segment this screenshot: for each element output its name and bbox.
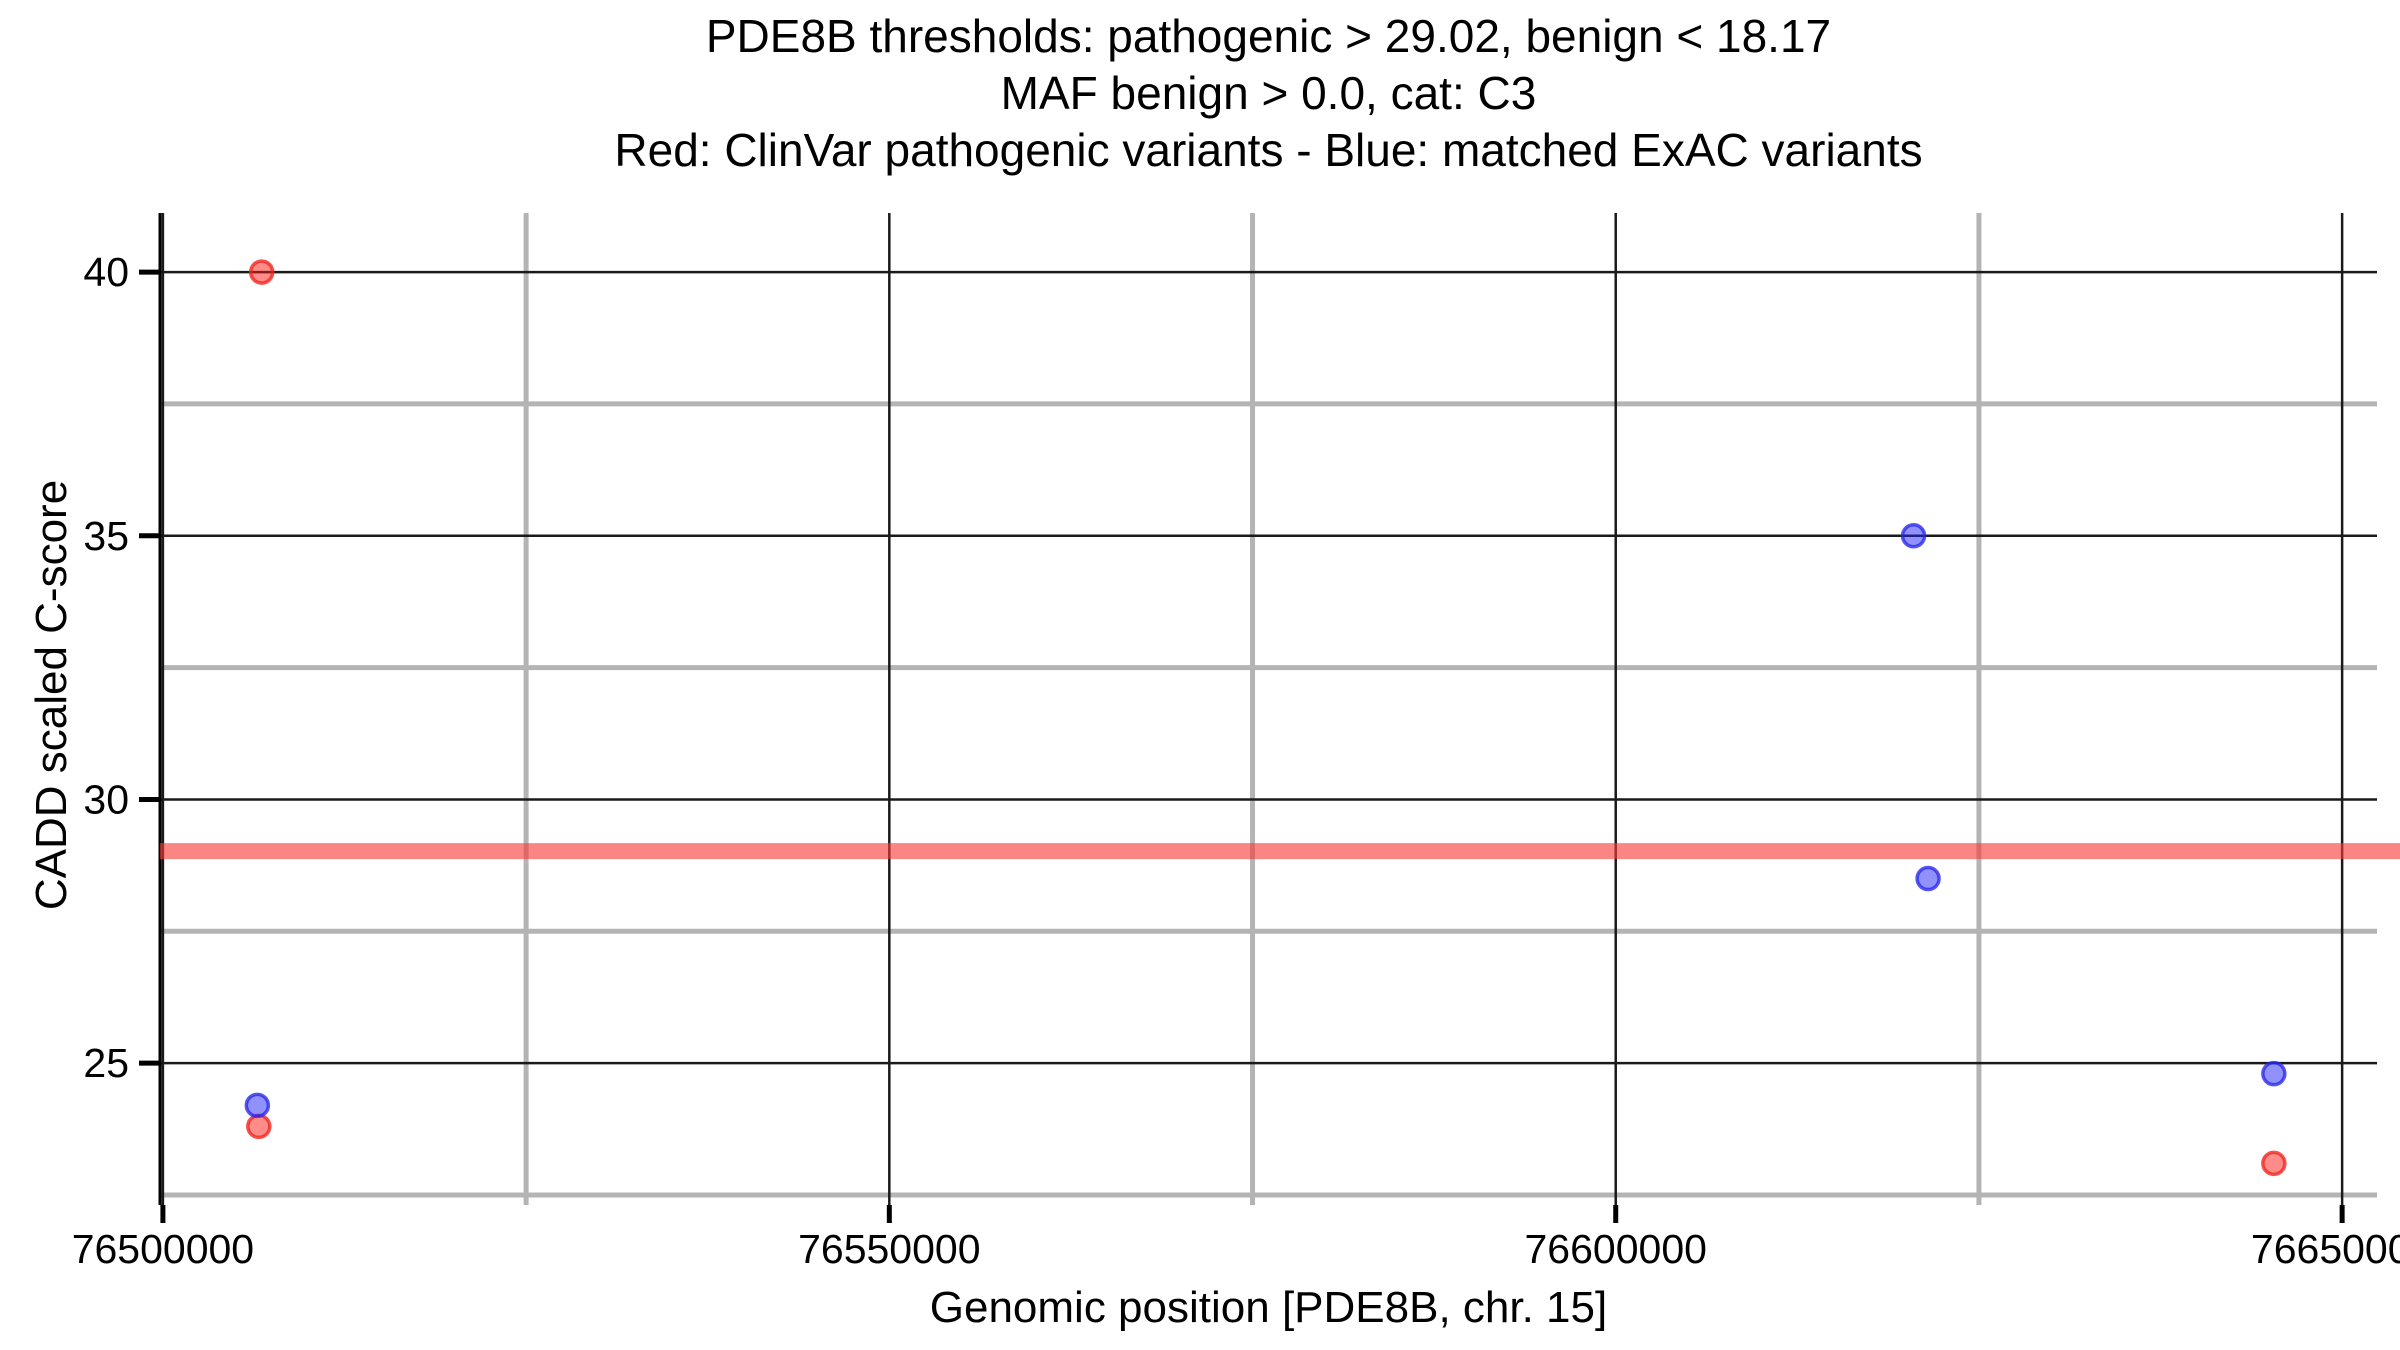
y-tick-label: 30 xyxy=(83,776,129,822)
x-axis-title: Genomic position [PDE8B, chr. 15] xyxy=(929,1283,1608,1332)
x-tick-label: 76600000 xyxy=(1525,1226,1707,1272)
chart-title-line-2: MAF benign > 0.0, cat: C3 xyxy=(1000,67,1537,119)
y-tick-label: 35 xyxy=(83,513,129,559)
chart-title-line-3: Red: ClinVar pathogenic variants - Blue:… xyxy=(614,124,1923,176)
exac-matched-point xyxy=(2261,1060,2287,1087)
x-tick-label: 76550000 xyxy=(798,1226,980,1272)
clinvar-pathogenic-point xyxy=(246,1113,272,1140)
exac-matched-point xyxy=(1915,865,1941,892)
y-axis-title: CADD scaled C-score xyxy=(27,479,76,911)
clinvar-pathogenic-point xyxy=(2261,1150,2287,1177)
exac-matched-point xyxy=(1900,523,1927,549)
clinvar-pathogenic-point xyxy=(248,259,275,285)
chart-title-line-1: PDE8B thresholds: pathogenic > 29.02, be… xyxy=(705,10,1832,62)
x-tick-label: 76650000 xyxy=(2251,1226,2400,1272)
exac-matched-point xyxy=(244,1092,271,1119)
chart-title: PDE8B thresholds: pathogenic > 29.02, be… xyxy=(160,8,2377,179)
x-tick-label: 76500000 xyxy=(72,1226,254,1272)
y-tick-label: 25 xyxy=(83,1040,129,1086)
y-tick-label: 40 xyxy=(83,249,129,295)
